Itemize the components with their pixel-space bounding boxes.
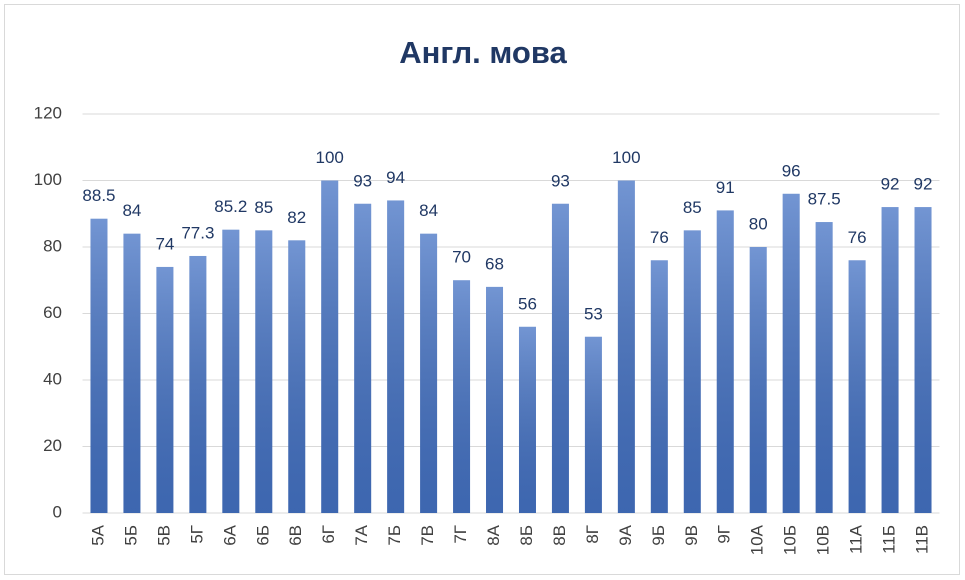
x-tick-label: 6А: [220, 524, 239, 545]
data-label: 85: [254, 198, 273, 217]
y-tick-label: 60: [43, 303, 62, 322]
x-tick-label: 5Б: [121, 525, 140, 546]
bar-shade: [486, 286, 504, 513]
data-label: 92: [881, 175, 900, 194]
data-label: 84: [122, 201, 141, 220]
bar-shade: [749, 247, 767, 513]
bar-shade: [683, 230, 701, 513]
bar-shade: [321, 180, 339, 513]
x-tick-label: 8А: [484, 524, 503, 545]
data-label: 94: [386, 168, 405, 187]
bar-shade: [518, 326, 536, 513]
x-tick-label: 8Б: [517, 525, 536, 546]
bar-shade: [848, 260, 866, 513]
x-tick-label: 10Б: [781, 525, 800, 555]
x-tick-label: 11Б: [880, 525, 899, 554]
x-tick-label: 5А: [88, 524, 107, 545]
bar-shade: [617, 180, 635, 513]
x-tick-label: 7А: [352, 524, 371, 545]
data-label: 82: [287, 208, 306, 227]
x-tick-label: 9В: [682, 525, 701, 546]
data-label: 100: [612, 148, 640, 167]
data-label: 74: [155, 234, 174, 253]
bar-shade: [650, 260, 668, 513]
data-label: 92: [914, 175, 933, 194]
x-tick-label: 9Б: [649, 525, 668, 546]
x-tick-label: 5Г: [187, 525, 206, 544]
data-label: 76: [848, 228, 867, 247]
data-label: 56: [518, 294, 537, 313]
data-label: 85.2: [214, 197, 247, 216]
data-label: 87.5: [808, 190, 841, 209]
data-label: 93: [551, 171, 570, 190]
bar-shade: [90, 218, 108, 514]
x-tick-label: 8В: [550, 525, 569, 546]
bar-shade: [551, 203, 569, 513]
data-label: 80: [749, 214, 768, 233]
data-label: 68: [485, 254, 504, 273]
x-tick-label: 9Г: [715, 525, 734, 544]
data-label: 77.3: [181, 223, 214, 242]
y-tick-label: 100: [34, 170, 62, 189]
x-tick-label: 7В: [418, 525, 437, 546]
x-tick-label: 11А: [847, 524, 866, 554]
bar-shade: [881, 207, 899, 513]
bar-shade: [914, 207, 932, 513]
bar-shade: [354, 203, 372, 513]
bar-shade: [782, 193, 800, 514]
x-tick-label: 7Г: [451, 525, 470, 544]
bar-shade: [189, 255, 207, 514]
y-tick-label: 80: [43, 236, 62, 255]
x-tick-label: 9А: [616, 524, 635, 545]
bar-shade: [716, 210, 734, 514]
x-tick-label: 6Г: [319, 525, 338, 544]
chart-title: Англ. мова: [399, 35, 567, 70]
y-tick-label: 0: [53, 502, 62, 521]
data-label: 88.5: [82, 186, 115, 205]
bar-shade: [222, 229, 240, 513]
bar-shade: [584, 336, 602, 513]
data-label: 85: [683, 198, 702, 217]
y-tick-label: 20: [43, 436, 62, 455]
x-tick-label: 5В: [154, 525, 173, 546]
x-tick-label: 10А: [748, 524, 767, 555]
data-label: 91: [716, 178, 735, 197]
x-tick-label: 6В: [286, 525, 305, 546]
bar-shade: [288, 240, 306, 513]
data-label: 96: [782, 161, 801, 180]
data-label: 70: [452, 248, 471, 267]
x-tick-label: 7Б: [385, 525, 404, 546]
data-label: 93: [353, 171, 372, 190]
bar-shade: [815, 222, 833, 513]
bar-shade: [420, 233, 438, 513]
y-tick-label: 120: [34, 103, 62, 122]
data-label: 100: [316, 148, 344, 167]
data-label: 84: [419, 201, 438, 220]
bar-shade: [255, 230, 273, 513]
x-tick-label: 11В: [913, 525, 932, 554]
x-tick-label: 10В: [814, 525, 833, 555]
data-label: 76: [650, 228, 669, 247]
bar-shade: [387, 200, 405, 513]
x-tick-label: 8Г: [583, 525, 602, 544]
bar-shade: [453, 280, 471, 513]
bar-shade: [123, 233, 141, 513]
data-label: 53: [584, 304, 603, 323]
y-tick-label: 40: [43, 369, 62, 388]
x-tick-label: 6Б: [253, 525, 272, 546]
bar-shade: [156, 266, 174, 513]
